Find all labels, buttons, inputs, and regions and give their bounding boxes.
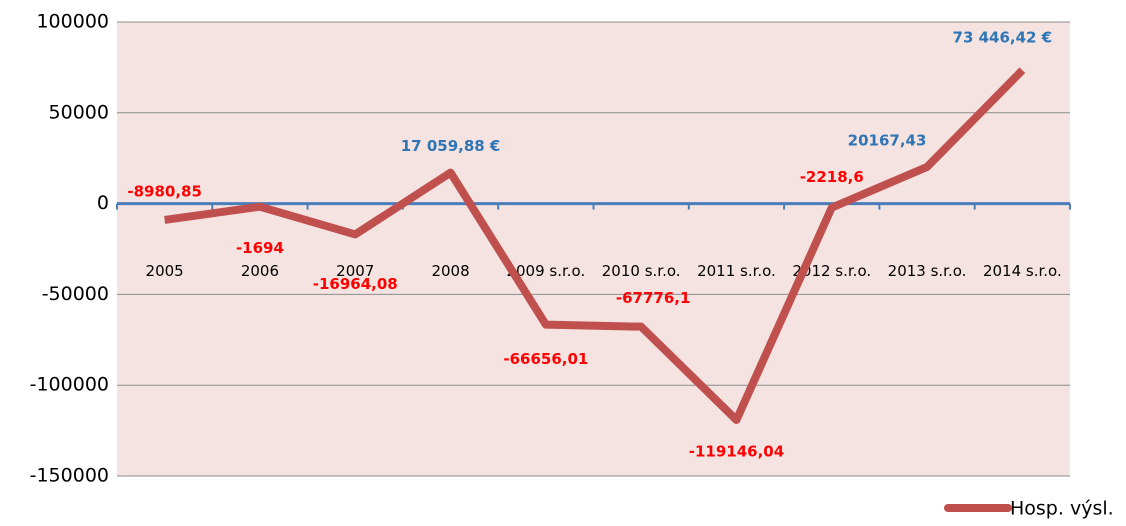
x-tick-label: 2010 s.r.o. (602, 262, 681, 280)
value-label: 20167,43 (848, 131, 927, 149)
value-label: -1694 (236, 239, 284, 257)
x-tick-label: 2011 s.r.o. (697, 262, 776, 280)
value-label: 73 446,42 € (953, 29, 1053, 47)
y-tick-label: -50000 (42, 283, 109, 305)
legend-label: Hosp. výsl. (1010, 498, 1114, 520)
value-label: -67776,1 (616, 289, 691, 307)
value-label: -119146,04 (689, 442, 784, 460)
y-tick-label: -150000 (30, 465, 109, 487)
value-label: -8980,85 (127, 182, 202, 200)
x-tick-label: 2006 (241, 262, 279, 280)
y-tick-label: -100000 (30, 374, 109, 396)
y-tick-label: 0 (97, 192, 109, 214)
value-label: -16964,08 (313, 275, 398, 293)
x-tick-label: 2005 (146, 262, 184, 280)
value-label: 17 059,88 € (401, 137, 501, 155)
y-tick-label: 50000 (49, 101, 109, 123)
x-tick-label: 2013 s.r.o. (888, 262, 967, 280)
value-label: -66656,01 (503, 350, 588, 368)
y-tick-label: 100000 (36, 11, 109, 33)
x-tick-label: 2008 (431, 262, 469, 280)
value-label: -2218,6 (800, 168, 864, 186)
chart: -150000 -100000 -50000 0 50000 100000 2005 2006… (0, 0, 1126, 526)
x-tick-label: 2014 s.r.o. (983, 262, 1062, 280)
